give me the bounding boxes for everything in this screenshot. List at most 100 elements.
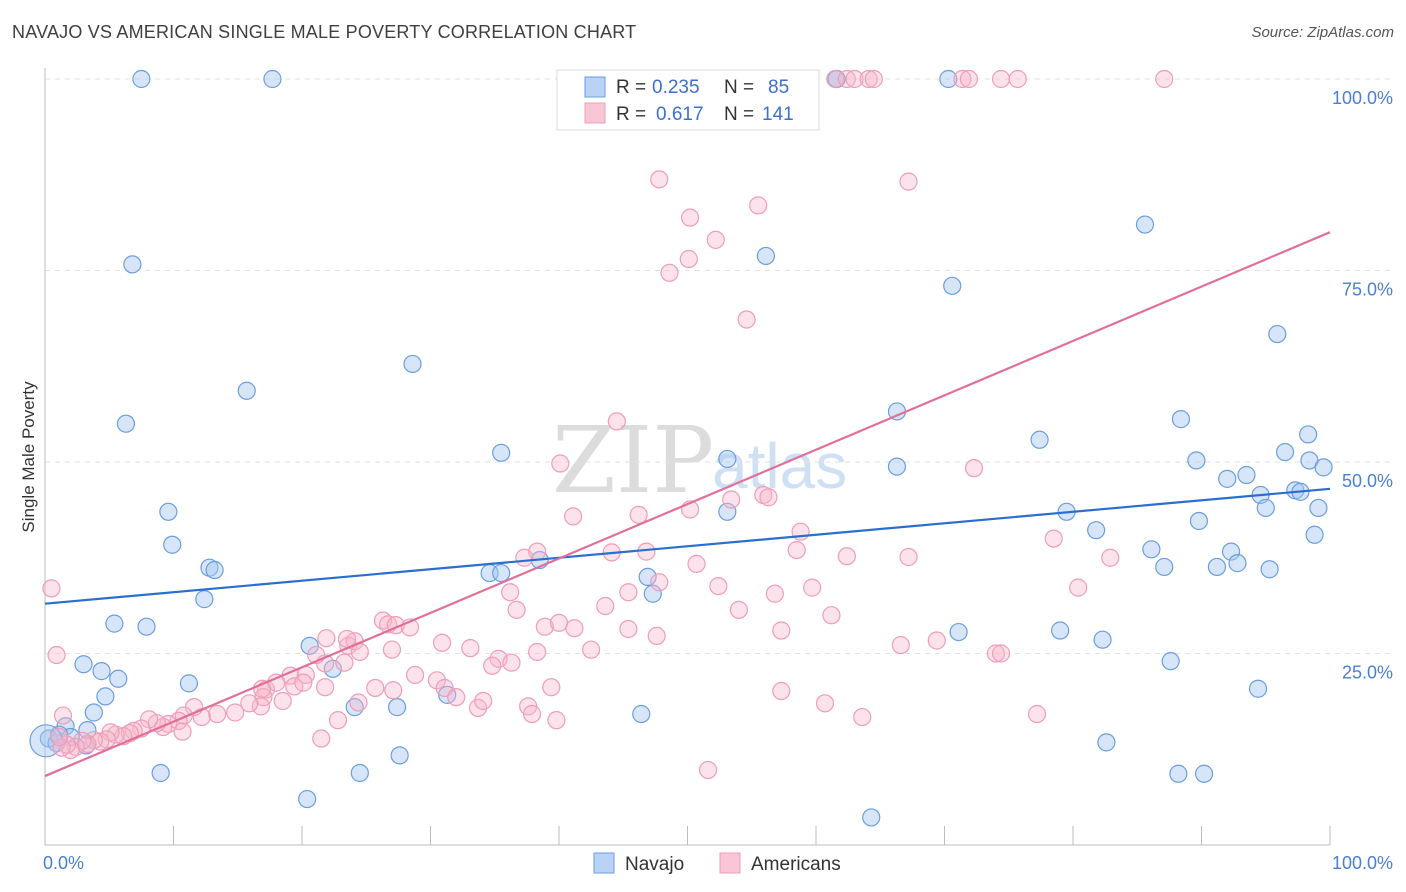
navajo-point xyxy=(1142,540,1161,559)
navajo-point xyxy=(74,655,93,674)
americans-point xyxy=(328,711,348,730)
navajo-point xyxy=(1155,557,1174,577)
americans-point xyxy=(596,596,615,616)
americans-point xyxy=(660,263,679,282)
americans-point xyxy=(447,688,466,707)
gridlines xyxy=(45,78,1392,654)
americans-point xyxy=(1044,529,1063,548)
americans-point xyxy=(986,644,1006,663)
navajo-point xyxy=(179,674,199,693)
americans-point xyxy=(859,69,878,89)
legend-n-label-americans: N = xyxy=(724,104,754,125)
navajo-point xyxy=(298,789,317,809)
navajo-point xyxy=(1093,630,1112,649)
navajo-point xyxy=(718,449,737,469)
navajo-point xyxy=(1248,679,1268,698)
americans-point xyxy=(709,576,728,596)
americans-point xyxy=(822,606,841,625)
y-axis-title: Single Male Poverty xyxy=(19,381,38,533)
americans-point xyxy=(650,170,669,189)
legend-n-label-navajo: N = xyxy=(724,77,754,98)
americans-point xyxy=(382,640,402,659)
americans-point xyxy=(522,704,542,724)
americans-point xyxy=(629,505,648,524)
americans-point xyxy=(650,573,669,592)
americans-point xyxy=(891,635,910,655)
americans-point xyxy=(240,694,259,713)
watermark: ZIP atlas xyxy=(552,407,847,514)
legend-r-value-americans: 0.617 xyxy=(656,104,704,125)
americans-series xyxy=(42,69,1174,780)
americans-point xyxy=(991,69,1011,89)
navajo-point xyxy=(403,354,422,374)
legend-swatch-americans xyxy=(584,102,606,124)
americans-point xyxy=(680,208,700,227)
americans-point xyxy=(772,621,791,640)
navajo-point xyxy=(116,414,136,433)
legend-r-label-navajo: R = xyxy=(616,77,646,98)
navajo-point xyxy=(1275,442,1295,462)
navajo-point xyxy=(96,687,115,706)
trendlines xyxy=(44,231,1331,778)
americans-point xyxy=(515,548,534,567)
bottom-legend-label-navajo: Navajo xyxy=(625,854,684,875)
americans-point xyxy=(294,673,313,692)
navajo-point xyxy=(1194,764,1214,783)
americans-point xyxy=(679,249,698,269)
bottom-legend: Navajo Americans xyxy=(593,852,841,875)
americans-point xyxy=(759,488,778,507)
navajo-point xyxy=(1256,498,1275,518)
y-tick-label: 50.0% xyxy=(1342,471,1393,491)
americans-point xyxy=(637,542,656,561)
americans-point xyxy=(474,691,493,711)
navajo-point xyxy=(1161,652,1180,671)
navajo-point-cluster xyxy=(29,724,63,758)
americans-point xyxy=(787,540,806,560)
americans-point xyxy=(273,691,292,711)
americans-point xyxy=(50,727,69,747)
americans-point xyxy=(335,653,354,672)
navajo-point xyxy=(1097,733,1116,752)
americans-point xyxy=(1155,69,1174,89)
navajo-point xyxy=(300,636,319,655)
americans-point xyxy=(535,617,554,636)
navajo-point xyxy=(638,567,657,587)
americans-point xyxy=(765,584,784,603)
americans-point xyxy=(1008,69,1027,89)
americans-point xyxy=(647,626,666,645)
americans-point xyxy=(53,706,73,725)
legend-r-value-navajo: 0.235 xyxy=(652,77,700,98)
chart-title: NAVAJO VS AMERICAN SINGLE MALE POVERTY C… xyxy=(12,22,637,42)
americans-point xyxy=(899,172,918,191)
navajo-point xyxy=(84,703,103,722)
americans-point xyxy=(564,507,583,526)
navajo-point xyxy=(163,535,182,554)
navajo-point xyxy=(263,69,282,89)
americans-point xyxy=(803,578,822,597)
americans-point xyxy=(607,412,626,431)
americans-point xyxy=(772,681,791,701)
americans-point xyxy=(427,671,447,690)
americans-point xyxy=(208,704,227,724)
navajo-point xyxy=(1187,451,1206,470)
americans-point xyxy=(864,69,883,89)
americans-point xyxy=(1027,704,1047,724)
americans-point xyxy=(226,703,245,722)
americans-point xyxy=(251,697,270,716)
americans-point xyxy=(582,640,601,659)
navajo-point xyxy=(123,255,142,274)
americans-point xyxy=(507,600,526,619)
x-tick-label: 100.0% xyxy=(1332,853,1393,873)
americans-point xyxy=(959,69,979,89)
americans-trendline xyxy=(44,231,1331,778)
navajo-point xyxy=(151,763,170,783)
axes xyxy=(44,68,1331,846)
navajo-point xyxy=(1309,498,1328,518)
americans-point xyxy=(139,710,159,729)
americans-point xyxy=(964,459,984,478)
navajo-point xyxy=(949,622,968,642)
navajo-point xyxy=(132,69,151,89)
americans-point xyxy=(749,196,768,215)
navajo-point xyxy=(1218,469,1237,488)
navajo-point xyxy=(632,704,651,724)
